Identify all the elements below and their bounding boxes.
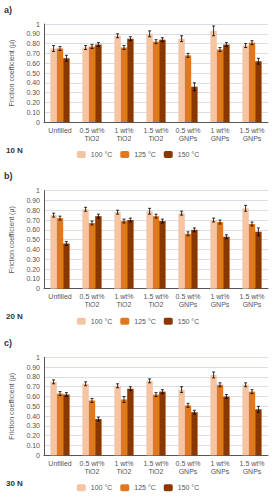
svg-text:GNPs: GNPs [243,468,262,475]
svg-text:100 °C: 100 °C [91,151,112,158]
svg-text:0.20: 0.20 [26,99,40,106]
svg-text:0: 0 [36,452,40,459]
svg-text:0.40: 0.40 [26,246,40,253]
svg-text:0.90: 0.90 [26,30,40,37]
svg-text:0.5 wt%: 0.5 wt% [176,460,201,467]
svg-text:TiO2: TiO2 [117,468,132,475]
svg-text:0.40: 0.40 [26,413,40,420]
svg-text:1: 1 [36,187,40,194]
svg-text:1.5 wt%: 1.5 wt% [240,460,265,467]
svg-text:125 °C: 125 °C [134,484,155,491]
svg-text:0.80: 0.80 [26,373,40,380]
svg-text:Unfilled: Unfilled [48,293,71,300]
svg-text:TiO2: TiO2 [85,301,100,308]
svg-text:0.50: 0.50 [26,403,40,410]
svg-text:0.20: 0.20 [26,432,40,439]
svg-text:Friction coefficient (μ): Friction coefficient (μ) [8,373,16,440]
svg-text:GNPs: GNPs [179,301,198,308]
svg-text:0: 0 [36,119,40,126]
svg-text:150 °C: 150 °C [178,484,199,491]
svg-text:0.30: 0.30 [26,256,40,263]
svg-text:Friction coefficient (μ): Friction coefficient (μ) [8,206,16,273]
svg-text:30 N: 30 N [6,479,23,488]
svg-text:c): c) [4,338,12,348]
svg-text:0.5 wt%: 0.5 wt% [80,127,105,134]
svg-text:Unfilled: Unfilled [48,127,71,134]
svg-text:125 °C: 125 °C [134,151,155,158]
svg-text:1 wt%: 1 wt% [114,460,133,467]
svg-text:10 N: 10 N [6,146,23,155]
svg-text:TiO2: TiO2 [85,135,100,142]
svg-text:0.70: 0.70 [26,383,40,390]
svg-text:0.70: 0.70 [26,217,40,224]
svg-text:0.50: 0.50 [26,70,40,77]
svg-text:100 °C: 100 °C [91,318,112,325]
svg-text:Unfilled: Unfilled [48,460,71,467]
svg-text:0.40: 0.40 [26,79,40,86]
svg-text:TiO2: TiO2 [117,301,132,308]
svg-text:0.50: 0.50 [26,236,40,243]
svg-text:TiO2: TiO2 [149,301,164,308]
svg-text:20 N: 20 N [6,312,23,321]
svg-text:TiO2: TiO2 [149,468,164,475]
svg-text:0.90: 0.90 [26,197,40,204]
svg-text:150 °C: 150 °C [178,318,199,325]
svg-text:0.10: 0.10 [26,442,40,449]
svg-text:GNPs: GNPs [243,301,262,308]
svg-text:0.80: 0.80 [26,40,40,47]
svg-text:1 wt%: 1 wt% [210,293,229,300]
svg-text:0.5 wt%: 0.5 wt% [80,293,105,300]
svg-text:0.30: 0.30 [26,422,40,429]
svg-text:0.90: 0.90 [26,364,40,371]
svg-text:1 wt%: 1 wt% [114,293,133,300]
svg-text:TiO2: TiO2 [117,135,132,142]
svg-text:0.10: 0.10 [26,109,40,116]
svg-text:0.30: 0.30 [26,89,40,96]
svg-text:0.60: 0.60 [26,60,40,67]
svg-text:0: 0 [36,285,40,292]
svg-text:1.5 wt%: 1.5 wt% [144,460,169,467]
svg-text:0.60: 0.60 [26,393,40,400]
svg-text:100 °C: 100 °C [91,484,112,491]
svg-text:1.5 wt%: 1.5 wt% [144,127,169,134]
svg-text:0.10: 0.10 [26,275,40,282]
svg-text:a): a) [4,5,12,15]
svg-text:1.5 wt%: 1.5 wt% [144,293,169,300]
svg-text:0.5 wt%: 0.5 wt% [176,293,201,300]
svg-text:1: 1 [36,354,40,361]
svg-text:Friction coefficient (μ): Friction coefficient (μ) [8,40,16,107]
svg-text:GNPs: GNPs [179,135,198,142]
svg-text:1.5 wt%: 1.5 wt% [240,127,265,134]
svg-text:GNPs: GNPs [211,301,230,308]
svg-text:TiO2: TiO2 [149,135,164,142]
svg-text:0.20: 0.20 [26,266,40,273]
svg-text:1: 1 [36,21,40,28]
svg-text:1 wt%: 1 wt% [210,460,229,467]
svg-text:GNPs: GNPs [179,468,198,475]
svg-text:0.80: 0.80 [26,207,40,214]
svg-text:0.5 wt%: 0.5 wt% [80,460,105,467]
svg-text:GNPs: GNPs [243,135,262,142]
svg-text:1 wt%: 1 wt% [114,127,133,134]
svg-text:GNPs: GNPs [211,135,230,142]
svg-text:1.5 wt%: 1.5 wt% [240,293,265,300]
svg-text:GNPs: GNPs [211,468,230,475]
svg-text:125 °C: 125 °C [134,318,155,325]
svg-text:b): b) [4,171,13,181]
svg-text:TiO2: TiO2 [85,468,100,475]
svg-text:0.60: 0.60 [26,226,40,233]
svg-text:0.70: 0.70 [26,50,40,57]
svg-text:0.5 wt%: 0.5 wt% [176,127,201,134]
svg-text:150 °C: 150 °C [178,151,199,158]
svg-text:1 wt%: 1 wt% [210,127,229,134]
